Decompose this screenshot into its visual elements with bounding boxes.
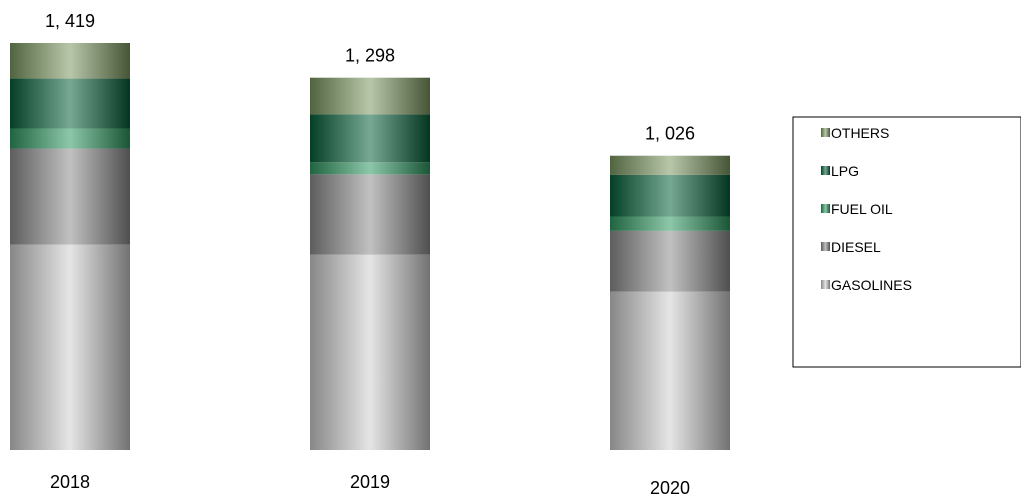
- bar-segment-diesel-2020: [610, 230, 730, 292]
- bar-segment-others-2018: [10, 43, 130, 79]
- bar-total-label-2018: 1, 419: [45, 11, 95, 31]
- legend-label-fuel-oil: FUEL OIL: [831, 201, 893, 217]
- bar-segment-fuel-oil-2018: [10, 128, 130, 149]
- bar-segment-others-2020: [610, 155, 730, 175]
- legend: OTHERS LPG FUEL OIL DIESEL GASOLINES: [792, 116, 1021, 368]
- bar-segment-gasolines-2019: [310, 254, 430, 450]
- legend-swatch-others: [821, 128, 830, 137]
- legend-swatch-lpg: [821, 166, 830, 175]
- bar-segment-diesel-2018: [10, 148, 130, 245]
- bar-total-label-2019: 1, 298: [345, 46, 395, 66]
- bar-segment-fuel-oil-2020: [610, 216, 730, 231]
- bar-segment-lpg-2019: [310, 114, 430, 163]
- bar-segment-others-2019: [310, 77, 430, 115]
- category-label-2019: 2019: [350, 472, 390, 492]
- legend-swatch-diesel: [821, 242, 830, 251]
- bar-segment-gasolines-2018: [10, 244, 130, 450]
- bar-segment-lpg-2018: [10, 78, 130, 129]
- legend-swatch-gasolines: [821, 280, 830, 289]
- category-label-2018: 2018: [50, 472, 90, 492]
- legend-box: [792, 116, 1021, 368]
- legend-label-gasolines: GASOLINES: [831, 277, 912, 293]
- labels-layer: 1, 419 2018 1, 298 2019 1, 026 2020: [45, 11, 695, 498]
- legend-swatch-fuel-oil: [821, 204, 830, 213]
- bar-segment-gasolines-2020: [610, 291, 730, 450]
- legend-label-diesel: DIESEL: [831, 239, 881, 255]
- legend-label-others: OTHERS: [831, 125, 889, 141]
- bar-segment-diesel-2019: [310, 174, 430, 255]
- category-label-2020: 2020: [650, 478, 690, 498]
- bar-segment-fuel-oil-2019: [310, 162, 430, 175]
- bar-total-label-2020: 1, 026: [645, 124, 695, 144]
- bar-segment-lpg-2020: [610, 174, 730, 217]
- legend-label-lpg: LPG: [831, 163, 859, 179]
- bars-layer: [10, 43, 730, 450]
